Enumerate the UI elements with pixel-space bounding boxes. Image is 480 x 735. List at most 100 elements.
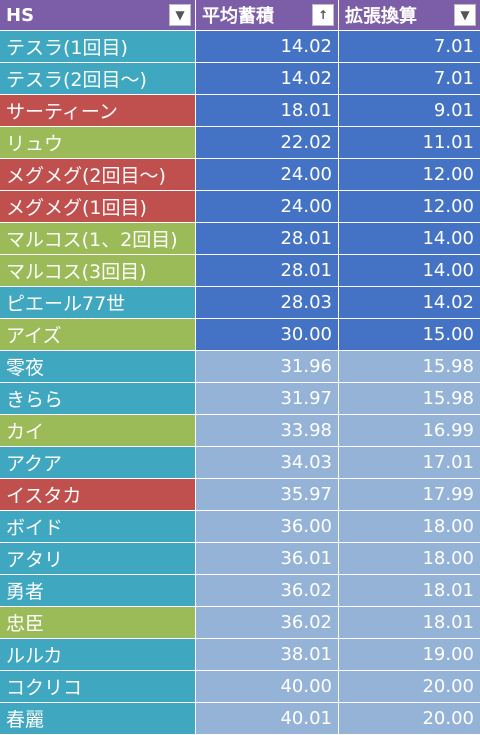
hs-name-cell[interactable]: テスラ(1回目) bbox=[0, 31, 196, 62]
hs-name-cell[interactable]: サーティーン bbox=[0, 95, 196, 126]
average-accumulation-cell[interactable]: 40.01 bbox=[196, 703, 339, 734]
table-row: リュウ 22.02 11.01 bbox=[0, 127, 480, 159]
hs-name-cell[interactable]: マルコス(3回目) bbox=[0, 255, 196, 286]
extension-conversion-cell[interactable]: 18.01 bbox=[339, 607, 480, 638]
average-accumulation-cell[interactable]: 34.03 bbox=[196, 447, 339, 478]
table-row: コクリコ 40.00 20.00 bbox=[0, 671, 480, 703]
hs-name-cell[interactable]: メグメグ(1回目) bbox=[0, 191, 196, 222]
average-accumulation-cell[interactable]: 36.02 bbox=[196, 575, 339, 606]
average-accumulation-cell[interactable]: 33.98 bbox=[196, 415, 339, 446]
hs-name-cell[interactable]: きらら bbox=[0, 383, 196, 414]
sort-ascending-icon[interactable]: ↑ bbox=[312, 4, 334, 26]
header-hs[interactable]: HS ▼ bbox=[0, 0, 196, 30]
extension-conversion-cell[interactable]: 14.00 bbox=[339, 255, 480, 286]
table-row: マルコス(1、2回目) 28.01 14.00 bbox=[0, 223, 480, 255]
table-row: イスタカ 35.97 17.99 bbox=[0, 479, 480, 511]
hs-name-cell[interactable]: アタリ bbox=[0, 543, 196, 574]
header-extension-conversion-label: 拡張換算 bbox=[345, 6, 417, 27]
average-accumulation-cell[interactable]: 36.01 bbox=[196, 543, 339, 574]
average-accumulation-cell[interactable]: 35.97 bbox=[196, 479, 339, 510]
table-row: カイ 33.98 16.99 bbox=[0, 415, 480, 447]
hs-name-cell[interactable]: イスタカ bbox=[0, 479, 196, 510]
table-row: 勇者 36.02 18.01 bbox=[0, 575, 480, 607]
extension-conversion-cell[interactable]: 20.00 bbox=[339, 671, 480, 702]
extension-conversion-cell[interactable]: 20.00 bbox=[339, 703, 480, 734]
average-accumulation-cell[interactable]: 40.00 bbox=[196, 671, 339, 702]
table-row: サーティーン 18.01 9.01 bbox=[0, 95, 480, 127]
extension-conversion-cell[interactable]: 7.01 bbox=[339, 63, 480, 94]
hs-name-cell[interactable]: マルコス(1、2回目) bbox=[0, 223, 196, 254]
extension-conversion-cell[interactable]: 18.00 bbox=[339, 511, 480, 542]
extension-conversion-cell[interactable]: 12.00 bbox=[339, 191, 480, 222]
extension-conversion-cell[interactable]: 18.01 bbox=[339, 575, 480, 606]
extension-conversion-cell[interactable]: 17.99 bbox=[339, 479, 480, 510]
extension-conversion-cell[interactable]: 15.98 bbox=[339, 351, 480, 382]
extension-conversion-cell[interactable]: 7.01 bbox=[339, 31, 480, 62]
average-accumulation-cell[interactable]: 31.96 bbox=[196, 351, 339, 382]
average-accumulation-cell[interactable]: 24.00 bbox=[196, 191, 339, 222]
average-accumulation-cell[interactable]: 30.00 bbox=[196, 319, 339, 350]
hs-name-cell[interactable]: カイ bbox=[0, 415, 196, 446]
hs-name-cell[interactable]: 零夜 bbox=[0, 351, 196, 382]
hs-name-cell[interactable]: アクア bbox=[0, 447, 196, 478]
table-row: マルコス(3回目) 28.01 14.00 bbox=[0, 255, 480, 287]
header-hs-label: HS bbox=[6, 4, 35, 26]
table-row: ボイド 36.00 18.00 bbox=[0, 511, 480, 543]
average-accumulation-cell[interactable]: 28.01 bbox=[196, 223, 339, 254]
extension-conversion-cell[interactable]: 18.00 bbox=[339, 543, 480, 574]
hs-name-cell[interactable]: リュウ bbox=[0, 127, 196, 158]
average-accumulation-cell[interactable]: 36.02 bbox=[196, 607, 339, 638]
extension-conversion-cell[interactable]: 15.98 bbox=[339, 383, 480, 414]
extension-conversion-cell[interactable]: 11.01 bbox=[339, 127, 480, 158]
hs-name-cell[interactable]: ボイド bbox=[0, 511, 196, 542]
dropdown-arrow-icon[interactable]: ▼ bbox=[169, 4, 191, 26]
average-accumulation-cell[interactable]: 28.01 bbox=[196, 255, 339, 286]
average-accumulation-cell[interactable]: 38.01 bbox=[196, 639, 339, 670]
data-rows: テスラ(1回目) 14.02 7.01 テスラ(2回目～) 14.02 7.01 サーティー… bbox=[0, 31, 480, 735]
extension-conversion-cell[interactable]: 19.00 bbox=[339, 639, 480, 670]
average-accumulation-cell[interactable]: 18.01 bbox=[196, 95, 339, 126]
average-accumulation-cell[interactable]: 24.00 bbox=[196, 159, 339, 190]
average-accumulation-cell[interactable]: 28.03 bbox=[196, 287, 339, 318]
header-row: HS ▼ 平均蓄積 ↑ 拡張換算 ▼ bbox=[0, 0, 480, 31]
extension-conversion-cell[interactable]: 14.00 bbox=[339, 223, 480, 254]
extension-conversion-cell[interactable]: 14.02 bbox=[339, 287, 480, 318]
hs-name-cell[interactable]: 春麗 bbox=[0, 703, 196, 734]
dropdown-arrow-icon[interactable]: ▼ bbox=[454, 4, 476, 26]
table-row: メグメグ(1回目) 24.00 12.00 bbox=[0, 191, 480, 223]
header-extension-conversion[interactable]: 拡張換算 ▼ bbox=[339, 0, 480, 30]
table-row: アクア 34.03 17.01 bbox=[0, 447, 480, 479]
average-accumulation-cell[interactable]: 14.02 bbox=[196, 31, 339, 62]
extension-conversion-cell[interactable]: 15.00 bbox=[339, 319, 480, 350]
table-row: 春麗 40.01 20.00 bbox=[0, 703, 480, 735]
table-row: アイズ 30.00 15.00 bbox=[0, 319, 480, 351]
average-accumulation-cell[interactable]: 31.97 bbox=[196, 383, 339, 414]
hs-name-cell[interactable]: 忠臣 bbox=[0, 607, 196, 638]
table-row: メグメグ(2回目～) 24.00 12.00 bbox=[0, 159, 480, 191]
table-row: アタリ 36.01 18.00 bbox=[0, 543, 480, 575]
header-average-accumulation-label: 平均蓄積 bbox=[202, 6, 274, 27]
extension-conversion-cell[interactable]: 9.01 bbox=[339, 95, 480, 126]
hs-name-cell[interactable]: アイズ bbox=[0, 319, 196, 350]
extension-conversion-cell[interactable]: 16.99 bbox=[339, 415, 480, 446]
hs-name-cell[interactable]: ルルカ bbox=[0, 639, 196, 670]
hs-name-cell[interactable]: コクリコ bbox=[0, 671, 196, 702]
table-row: ルルカ 38.01 19.00 bbox=[0, 639, 480, 671]
extension-conversion-cell[interactable]: 12.00 bbox=[339, 159, 480, 190]
header-average-accumulation[interactable]: 平均蓄積 ↑ bbox=[196, 0, 339, 30]
table-row: ピエール77世 28.03 14.02 bbox=[0, 287, 480, 319]
average-accumulation-cell[interactable]: 22.02 bbox=[196, 127, 339, 158]
table-row: テスラ(1回目) 14.02 7.01 bbox=[0, 31, 480, 63]
hs-name-cell[interactable]: テスラ(2回目～) bbox=[0, 63, 196, 94]
hs-name-cell[interactable]: メグメグ(2回目～) bbox=[0, 159, 196, 190]
table-row: 忠臣 36.02 18.01 bbox=[0, 607, 480, 639]
extension-conversion-cell[interactable]: 17.01 bbox=[339, 447, 480, 478]
hs-name-cell[interactable]: ピエール77世 bbox=[0, 287, 196, 318]
table-row: きらら 31.97 15.98 bbox=[0, 383, 480, 415]
table-row: 零夜 31.96 15.98 bbox=[0, 351, 480, 383]
table-row: テスラ(2回目～) 14.02 7.01 bbox=[0, 63, 480, 95]
hs-name-cell[interactable]: 勇者 bbox=[0, 575, 196, 606]
average-accumulation-cell[interactable]: 14.02 bbox=[196, 63, 339, 94]
average-accumulation-cell[interactable]: 36.00 bbox=[196, 511, 339, 542]
